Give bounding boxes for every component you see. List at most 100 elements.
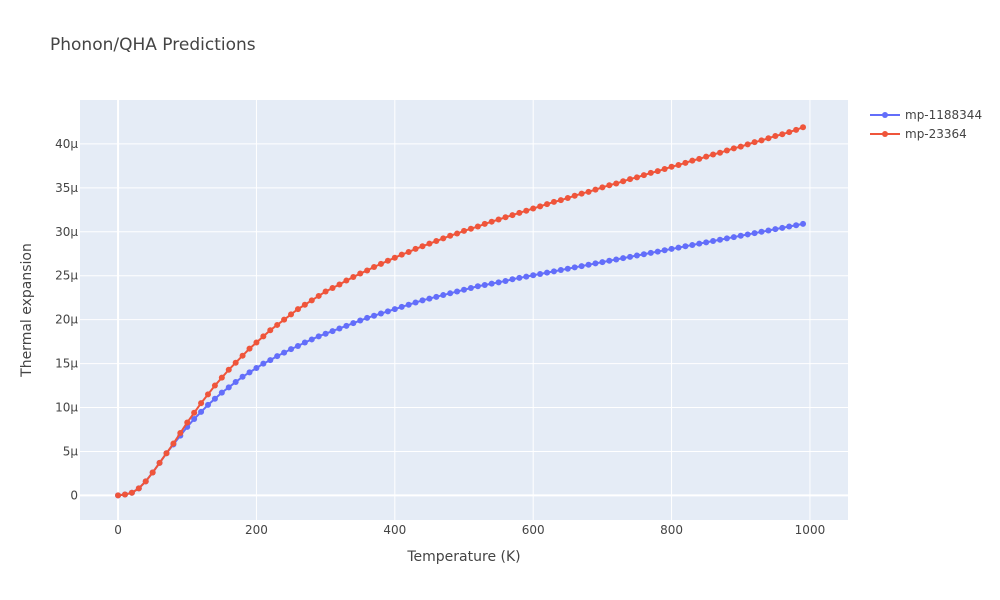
data-point xyxy=(288,311,295,318)
data-point xyxy=(391,306,398,313)
data-point xyxy=(115,492,122,499)
data-point xyxy=(315,333,322,340)
data-point xyxy=(544,269,551,276)
data-point xyxy=(170,440,177,447)
data-point xyxy=(744,231,751,238)
x-axis-label: Temperature (K) xyxy=(406,549,520,565)
data-point xyxy=(585,188,592,195)
data-point xyxy=(322,288,329,295)
data-point xyxy=(211,395,218,402)
data-point xyxy=(502,278,509,284)
data-point xyxy=(371,312,378,319)
x-tick-label: 600 xyxy=(522,523,545,537)
chart-title: Phonon/QHA Predictions xyxy=(50,35,256,55)
data-point xyxy=(723,147,730,154)
data-point xyxy=(620,178,627,185)
data-point xyxy=(253,339,260,346)
x-tick-label: 200 xyxy=(245,523,268,537)
data-point xyxy=(717,149,723,156)
data-point xyxy=(198,408,205,415)
data-point xyxy=(405,301,412,308)
data-point xyxy=(516,209,523,216)
data-point xyxy=(620,255,627,262)
data-point xyxy=(537,270,544,277)
y-tick-label: 35μ xyxy=(55,181,78,195)
data-point xyxy=(800,220,807,227)
data-point xyxy=(454,230,461,237)
data-point xyxy=(260,333,267,340)
data-point xyxy=(232,359,239,366)
data-point xyxy=(544,201,551,208)
data-point xyxy=(246,369,253,376)
x-tick-label: 1000 xyxy=(795,523,826,537)
data-point xyxy=(128,489,135,496)
data-point xyxy=(329,285,336,292)
data-point xyxy=(426,240,433,247)
data-point xyxy=(329,328,336,335)
data-point xyxy=(184,419,191,426)
data-point xyxy=(613,256,620,263)
data-point xyxy=(578,263,585,270)
data-point xyxy=(689,241,696,248)
data-point xyxy=(426,295,433,302)
data-point xyxy=(232,379,239,386)
data-point xyxy=(627,176,634,183)
data-point xyxy=(682,243,689,250)
data-point xyxy=(585,261,592,268)
data-point xyxy=(564,265,571,272)
series-mp-23364 xyxy=(115,124,807,499)
data-point xyxy=(633,252,640,259)
data-point xyxy=(557,267,564,274)
data-point xyxy=(440,292,447,299)
data-point xyxy=(433,238,440,245)
data-point xyxy=(377,310,384,317)
legend-item[interactable]: mp-23364 xyxy=(870,127,967,141)
data-point xyxy=(288,346,295,353)
data-point xyxy=(751,230,758,237)
data-point xyxy=(488,280,495,287)
y-tick-label: 5μ xyxy=(63,444,79,458)
data-point xyxy=(419,297,426,304)
data-point xyxy=(730,234,737,241)
y-axis-label: Thermal expansion xyxy=(19,243,35,378)
data-point xyxy=(530,272,537,279)
data-point xyxy=(419,243,426,250)
data-point xyxy=(765,135,772,142)
data-point xyxy=(668,245,675,252)
data-point xyxy=(225,366,232,373)
data-point xyxy=(384,257,391,264)
data-point xyxy=(647,249,654,256)
legend-item[interactable]: mp-1188344 xyxy=(870,108,982,122)
data-point xyxy=(744,141,751,148)
data-point xyxy=(398,251,405,258)
data-point xyxy=(599,259,606,266)
data-point xyxy=(461,286,467,293)
data-point xyxy=(412,245,419,252)
data-point xyxy=(364,267,371,274)
y-tick-label: 0 xyxy=(70,488,78,502)
data-point xyxy=(723,235,730,242)
data-point xyxy=(751,139,758,146)
data-point xyxy=(447,290,454,297)
data-point xyxy=(156,459,163,466)
data-point xyxy=(481,220,488,227)
data-point xyxy=(274,321,281,328)
y-tick-label: 20μ xyxy=(55,313,78,327)
data-point xyxy=(281,316,288,323)
series-line xyxy=(117,126,804,497)
legend-swatch-marker xyxy=(882,112,888,118)
legend-label: mp-1188344 xyxy=(905,108,982,122)
data-point xyxy=(800,124,807,131)
data-point xyxy=(571,192,578,199)
data-point xyxy=(274,353,281,360)
data-point xyxy=(793,222,800,229)
legend[interactable]: mp-1188344 mp-23364 xyxy=(870,108,982,141)
data-point xyxy=(696,155,703,162)
data-point xyxy=(191,409,198,416)
data-point xyxy=(765,227,772,234)
data-point xyxy=(633,174,640,181)
data-point xyxy=(163,450,170,457)
data-point xyxy=(225,384,232,391)
data-point xyxy=(523,207,530,214)
data-point xyxy=(689,157,696,164)
